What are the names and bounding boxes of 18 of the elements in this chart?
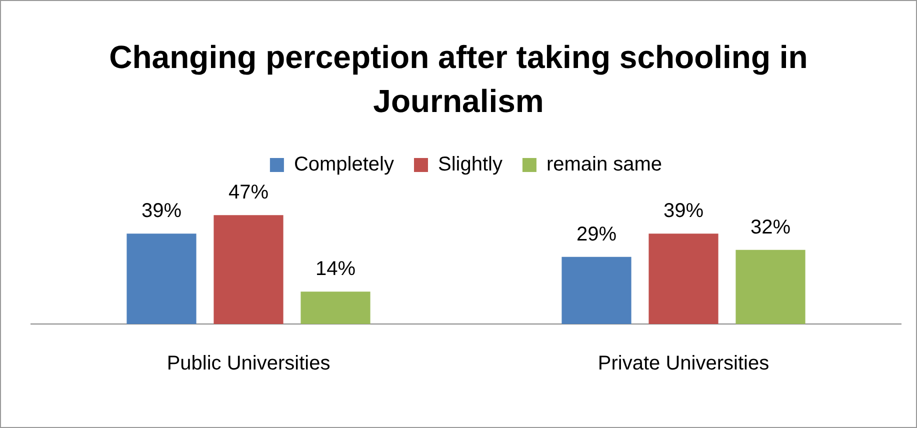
data-label: 14% [315,258,356,280]
data-label: 29% [576,223,617,246]
bar [562,256,632,324]
bar [300,292,370,324]
bar [736,250,806,324]
data-label: 39% [663,200,704,222]
data-label: 32% [750,216,791,238]
legend-label: Slightly [438,154,502,176]
legend-label: Completely [294,154,394,176]
legend-label: remain same [546,154,662,176]
data-label: 39% [141,200,182,222]
bar [648,234,718,324]
data-label: 47% [228,182,269,204]
bar [126,234,196,324]
x-tick-label: Private Universities [598,352,770,375]
chart-title: Changing perception after taking schooling in Journalism [108,38,809,121]
x-tick-label: Public Universities [166,352,330,375]
bar [214,215,284,324]
